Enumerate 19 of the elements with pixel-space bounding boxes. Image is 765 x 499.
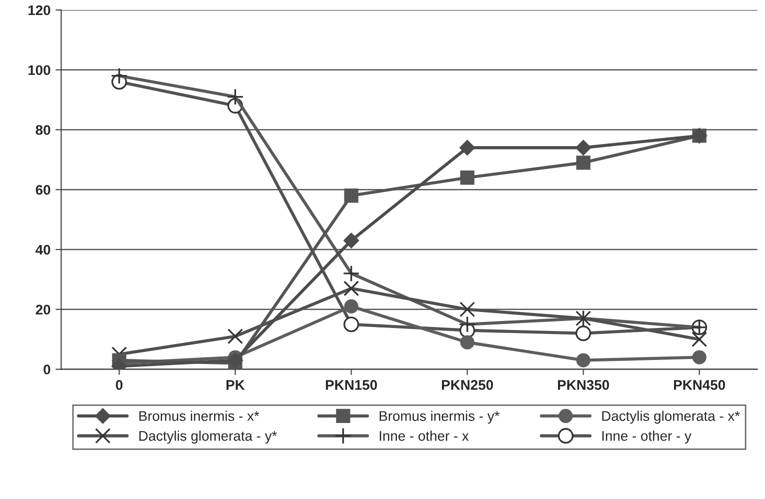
x-tick-label: PKN450 — [674, 380, 726, 390]
x-tick-label: PKN150 — [326, 380, 377, 390]
x-tick-label: PKN250 — [442, 380, 493, 390]
y-tick-label: 60 — [36, 184, 50, 195]
legend-label: Inne - other - y — [602, 430, 692, 444]
y-tick-label: 20 — [36, 304, 50, 315]
y-tick-label: 120 — [28, 5, 50, 16]
legend-label: Inne - other - x — [380, 430, 469, 441]
legend-label: Bromus inermis - y* — [380, 410, 500, 424]
x-tick-label: 0 — [116, 380, 123, 390]
x-tick-label: PK — [226, 380, 245, 390]
y-tick-label: 80 — [36, 125, 50, 135]
y-tick-label: 100 — [28, 65, 50, 76]
x-tick-label: PKN350 — [558, 380, 609, 390]
y-tick-label: 40 — [36, 244, 50, 255]
legend-label: Bromus inermis - x* — [139, 410, 260, 421]
y-tick-label: 0 — [44, 364, 50, 374]
legend-label: Dactylis glomerata - x* — [602, 410, 740, 424]
legend-label: Dactylis glomerata - y* — [139, 430, 277, 444]
